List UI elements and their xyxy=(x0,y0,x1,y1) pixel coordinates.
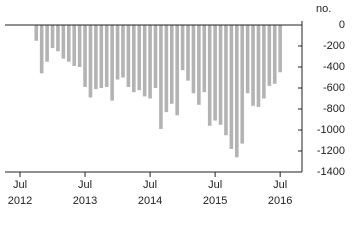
bar xyxy=(202,25,207,93)
bar xyxy=(61,25,66,59)
y-unit: no. xyxy=(316,3,331,15)
bar xyxy=(110,25,114,101)
bar xyxy=(256,25,261,107)
y-tick-label: -400 xyxy=(323,61,345,73)
bar xyxy=(164,25,169,113)
bar xyxy=(240,25,245,144)
bar xyxy=(45,25,49,62)
y-tick-label: -200 xyxy=(323,40,345,52)
bar xyxy=(207,25,212,126)
x-tick-year: 2016 xyxy=(268,195,292,207)
bar xyxy=(142,25,147,97)
bar xyxy=(83,25,87,87)
bar xyxy=(77,25,82,67)
bar xyxy=(186,25,190,81)
bar xyxy=(245,25,250,94)
bar xyxy=(137,25,142,91)
bar xyxy=(153,25,158,88)
y-tick-label: 0 xyxy=(339,19,345,31)
bar xyxy=(94,25,98,90)
bar xyxy=(267,25,272,86)
bar xyxy=(121,25,125,78)
y-tick-label: -600 xyxy=(323,82,345,94)
y-tick-label: -1200 xyxy=(317,145,345,157)
x-tick-year: 2015 xyxy=(203,195,227,207)
bar xyxy=(213,25,217,121)
bar xyxy=(39,25,44,74)
x-tick-label: Jul xyxy=(13,179,27,191)
bar xyxy=(126,25,131,87)
bar xyxy=(272,25,277,84)
bar xyxy=(72,25,76,66)
bar xyxy=(115,25,120,80)
bar xyxy=(180,25,185,71)
bar xyxy=(197,25,201,105)
y-tick-label: -1000 xyxy=(317,124,345,136)
x-tick-year: 2013 xyxy=(73,195,97,207)
x-tick-label: Jul xyxy=(143,179,157,191)
x-tick-label: Jul xyxy=(208,179,222,191)
bar xyxy=(169,25,174,104)
bar xyxy=(191,25,196,94)
bar xyxy=(175,25,179,116)
bar xyxy=(251,25,255,106)
y-tick-label: -800 xyxy=(323,103,345,115)
bar xyxy=(159,25,163,129)
bar xyxy=(235,25,239,158)
x-tick-label: Jul xyxy=(273,179,287,191)
x-tick-year: 2014 xyxy=(138,195,162,207)
bar xyxy=(50,25,55,49)
bar xyxy=(278,25,282,73)
bar xyxy=(66,25,71,62)
bar xyxy=(104,25,109,87)
bar xyxy=(224,25,228,136)
bar xyxy=(34,25,39,41)
x-tick-year: 2012 xyxy=(8,195,32,207)
x-tick-label: Jul xyxy=(78,179,92,191)
y-tick-label: -1400 xyxy=(317,166,345,178)
bar xyxy=(99,25,104,88)
bar xyxy=(56,25,60,52)
chart: no. 0 -200 -400 -600 -800 -1000 -1200 -1400 Jul 2… xyxy=(5,3,345,207)
bar xyxy=(229,25,234,149)
bar xyxy=(262,25,266,99)
bar xyxy=(88,25,93,98)
bar xyxy=(218,25,223,125)
bar xyxy=(132,25,136,93)
bar xyxy=(148,25,152,99)
